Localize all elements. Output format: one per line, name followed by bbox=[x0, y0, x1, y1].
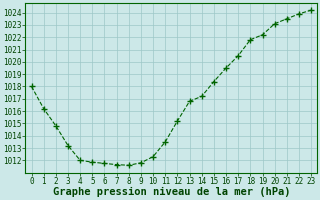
X-axis label: Graphe pression niveau de la mer (hPa): Graphe pression niveau de la mer (hPa) bbox=[52, 187, 290, 197]
